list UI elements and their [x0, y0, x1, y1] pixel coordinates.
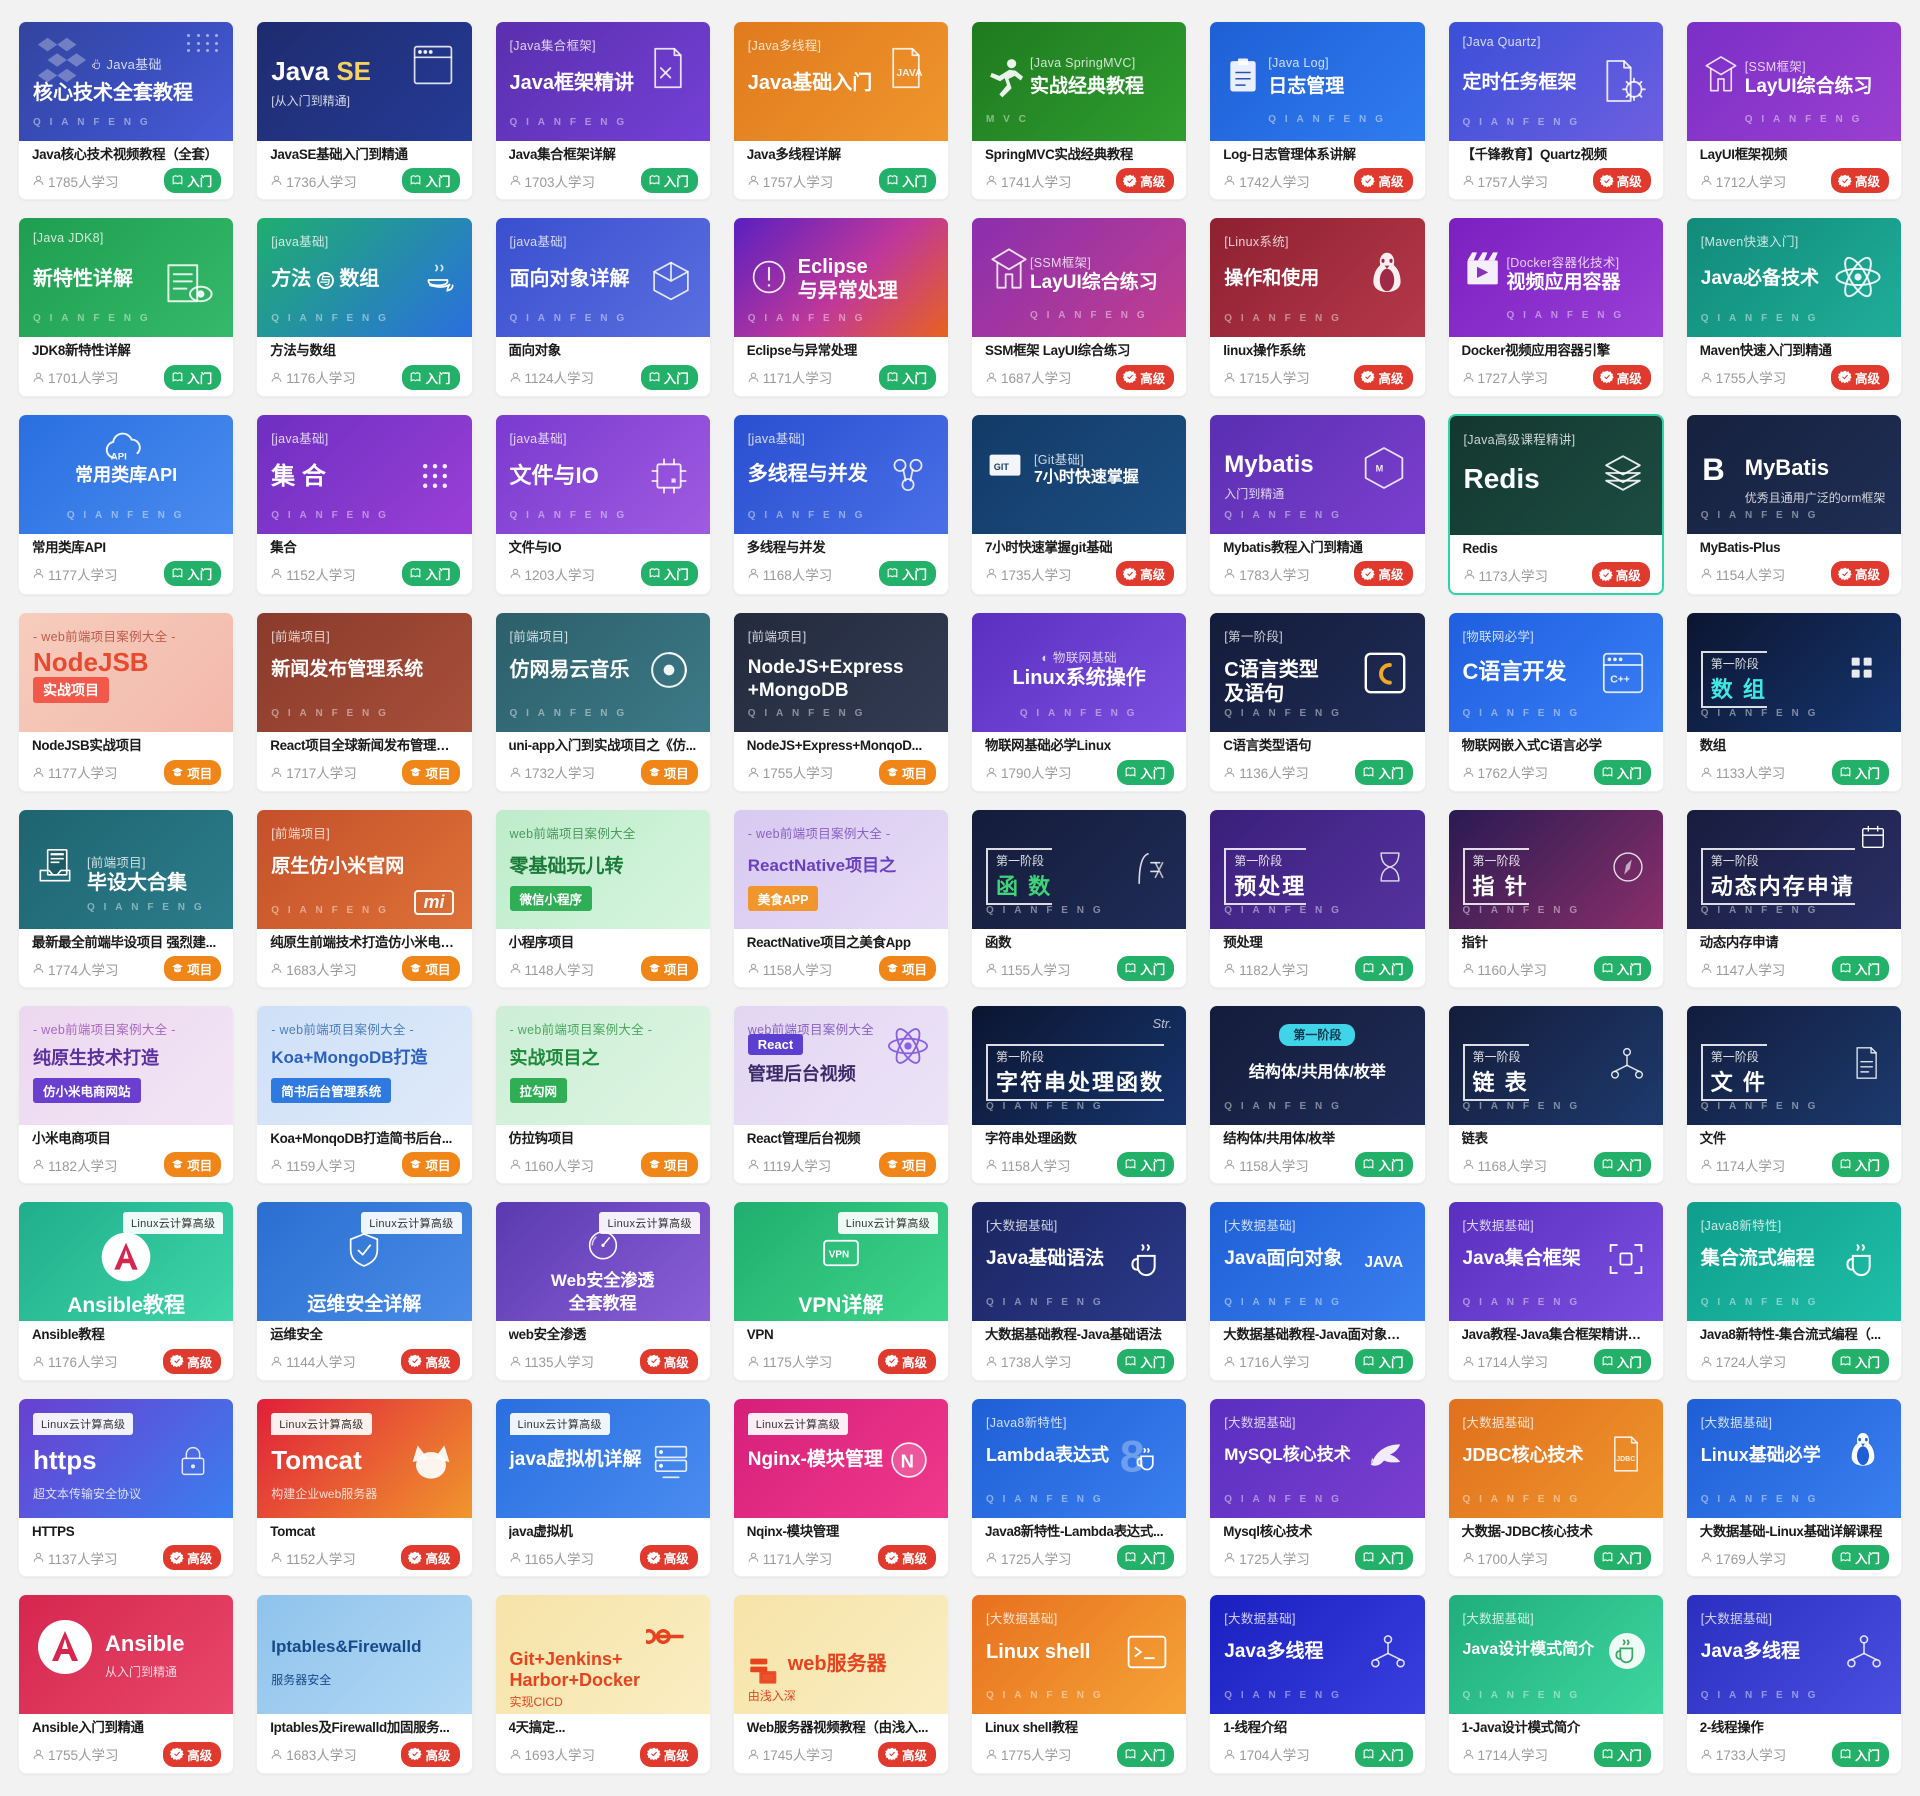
svg-text:C++: C++	[1610, 675, 1630, 686]
svg-text:JDBC: JDBC	[1616, 1456, 1635, 1463]
svg-text:JAVA: JAVA	[896, 68, 923, 79]
svg-text:VPN: VPN	[829, 1250, 849, 1261]
svg-text:B: B	[1702, 452, 1725, 487]
svg-text:API: API	[111, 451, 127, 462]
svg-text:JAVA: JAVA	[1364, 1255, 1403, 1272]
svg-text:M: M	[1375, 463, 1383, 473]
svg-text:N: N	[901, 1451, 914, 1472]
svg-text:GIT: GIT	[994, 462, 1010, 472]
